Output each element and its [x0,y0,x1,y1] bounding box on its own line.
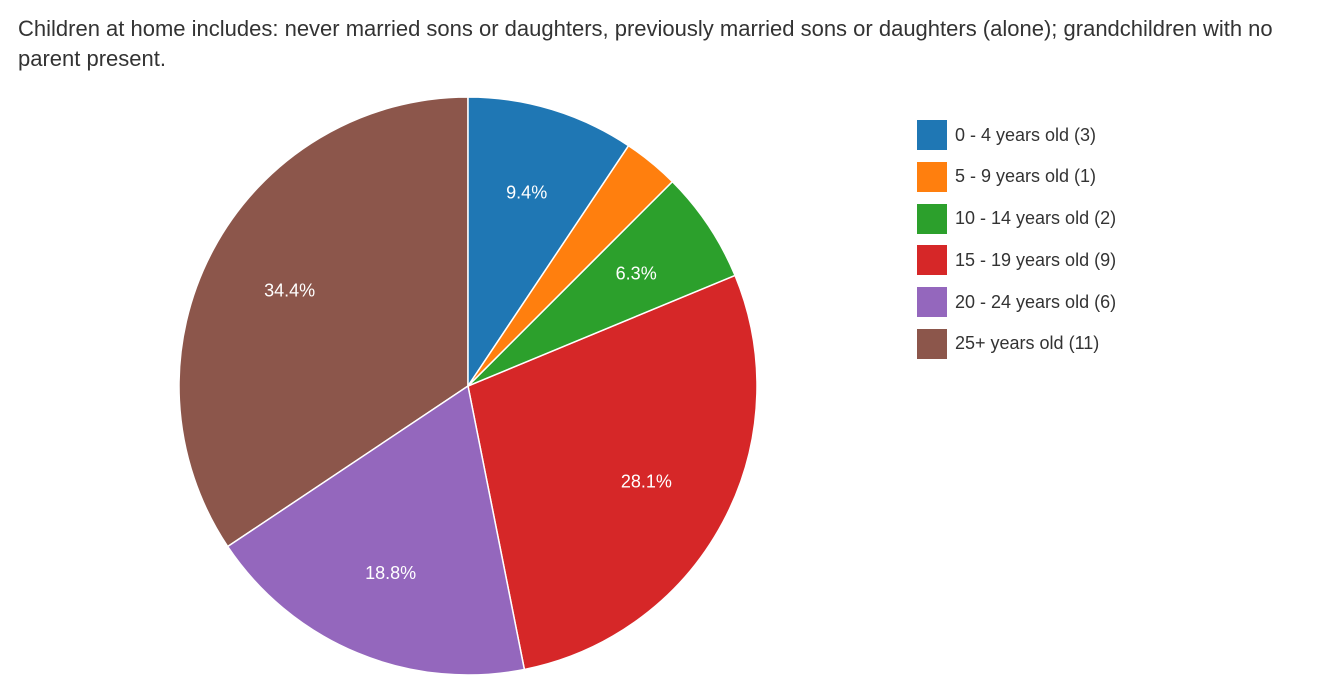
legend-label-5: 25+ years old (11) [955,333,1100,354]
legend-swatch-1 [917,161,947,192]
slice-percent-label-4: 18.8% [365,563,416,583]
legend-item-3[interactable]: 15 - 19 years old (9) [917,245,1117,276]
pie-slice-2[interactable] [467,180,736,387]
pie-slice-3[interactable] [467,274,758,671]
slice-percent-label-5: 34.4% [264,281,315,301]
legend-swatch-3 [917,245,947,276]
chart-title: Children at home includes: never married… [18,16,1273,71]
slice-percent-label-0: 9.4% [506,182,547,202]
legend-item-2[interactable]: 10 - 14 years old (2) [917,203,1117,234]
legend-item-4[interactable]: 20 - 24 years old (6) [917,287,1117,318]
slice-percent-label-3: 28.1% [621,471,672,491]
legend-label-0: 0 - 4 years old (3) [955,124,1097,145]
legend-swatch-2 [917,203,947,234]
pie-slice-1[interactable] [467,144,674,387]
legend: 0 - 4 years old (3) 5 - 9 years old (1) 10… [917,120,1116,371]
legend-swatch-5 [917,328,947,359]
legend-label-2: 10 - 14 years old (2) [955,208,1117,229]
pie-slice-0[interactable] [467,96,630,387]
legend-item-1[interactable]: 5 - 9 years old (1) [917,161,1116,192]
legend-label-4: 20 - 24 years old (6) [955,291,1117,312]
pie-slice-4[interactable] [226,385,526,676]
legend-label-1: 5 - 9 years old (1) [955,166,1097,187]
legend-item-5[interactable]: 25+ years old (11) [917,328,1116,359]
slice-percent-label-2: 6.3% [616,264,657,284]
legend-item-0[interactable]: 0 - 4 years old (3) [917,120,1116,150]
legend-swatch-4 [917,287,947,318]
legend-label-3: 15 - 19 years old (9) [955,249,1117,270]
legend-swatch-0 [917,120,947,150]
